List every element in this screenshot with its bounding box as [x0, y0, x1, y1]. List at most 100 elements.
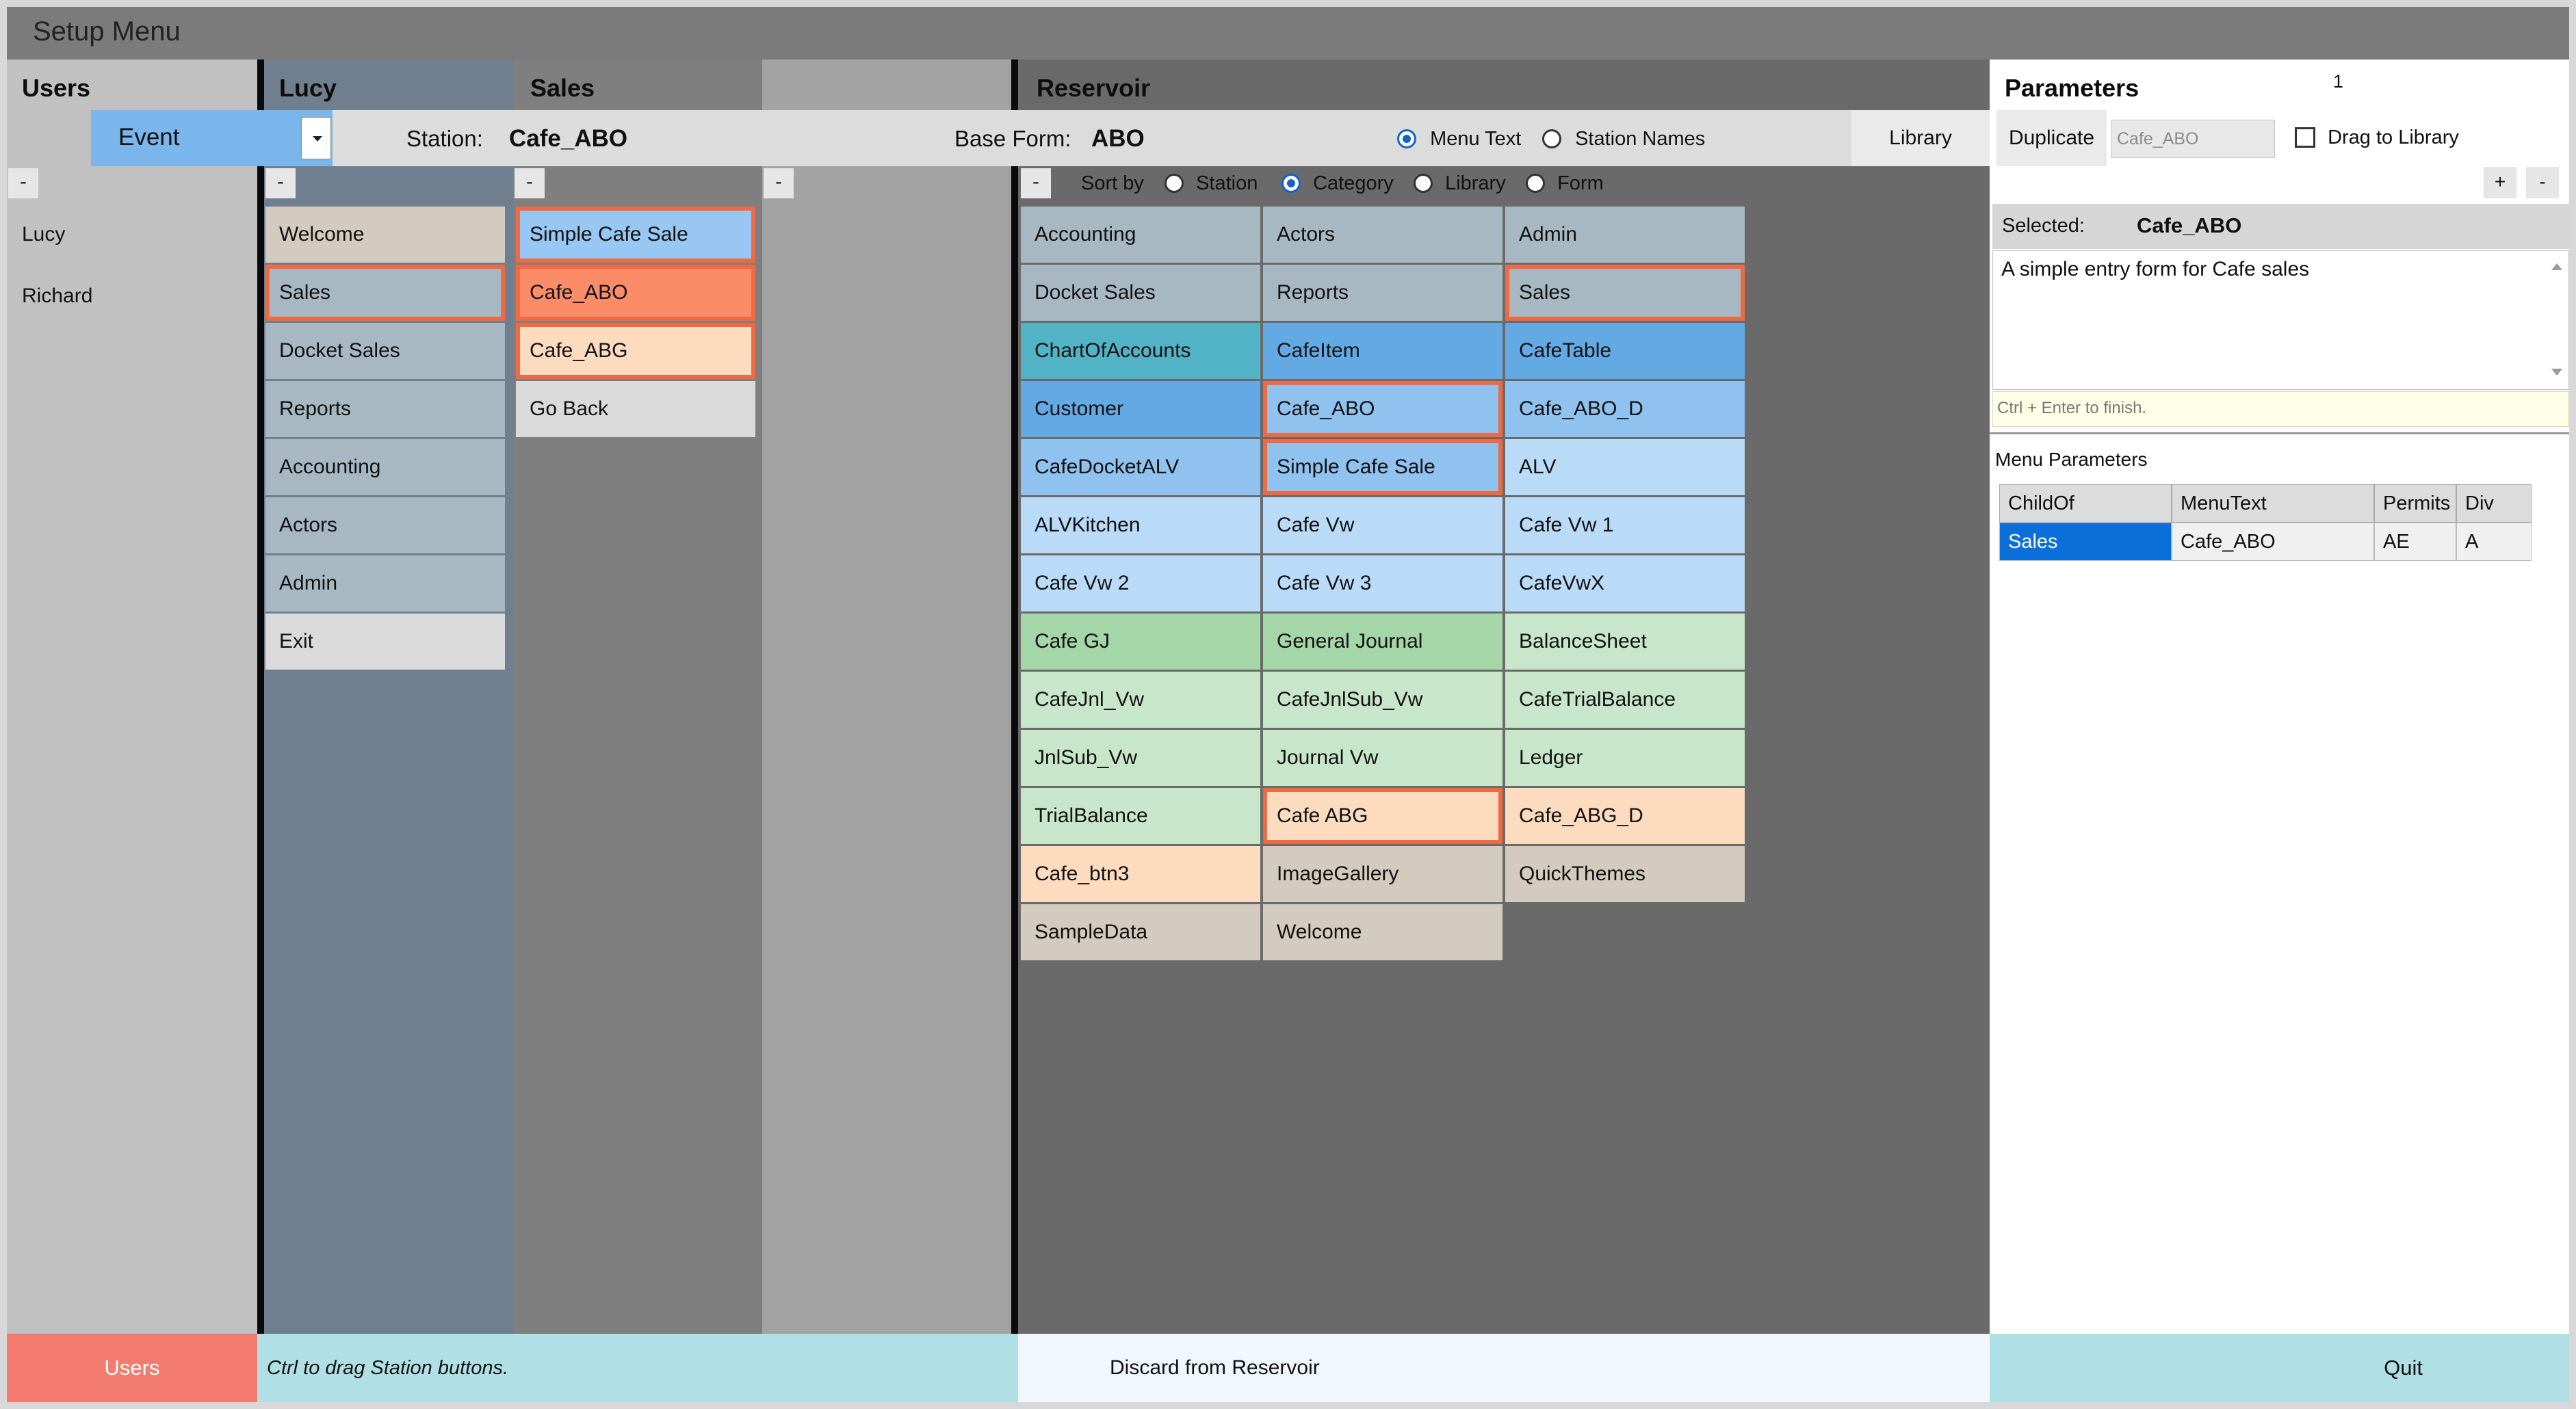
scroll-down-icon: [2551, 369, 2562, 376]
reservoir-item-cafe-abg[interactable]: Cafe ABG: [1263, 788, 1502, 844]
reservoir-item-jnlsub-vw[interactable]: JnlSub_Vw: [1021, 730, 1260, 786]
discard-from-reservoir-button[interactable]: Discard from Reservoir: [1018, 1334, 1990, 1402]
user-item-lucy[interactable]: Lucy: [22, 223, 66, 246]
sort-station[interactable]: Station: [1165, 172, 1258, 195]
reservoir-item-cafe-abo-d[interactable]: Cafe_ABO_D: [1505, 381, 1745, 437]
quit-button[interactable]: Quit: [1990, 1334, 2569, 1402]
reservoir-header: Reservoir: [1037, 74, 1151, 102]
lucy-menu-item-docket-sales[interactable]: Docket Sales: [265, 323, 505, 379]
event-select[interactable]: Event: [91, 110, 333, 166]
parameters-count: 1: [2333, 71, 2344, 92]
reservoir-item-quickthemes[interactable]: QuickThemes: [1505, 846, 1745, 902]
lucy-menu-item-reports[interactable]: Reports: [265, 381, 505, 437]
reservoir-item-chartofaccounts[interactable]: ChartOfAccounts: [1021, 323, 1260, 379]
sales-collapse-button[interactable]: -: [515, 168, 545, 198]
title-bar: Setup Menu: [7, 7, 2569, 60]
scroll-up-icon: [2551, 263, 2562, 270]
lucy-menu-item-actors[interactable]: Actors: [265, 497, 505, 553]
radio-station-names-label: Station Names: [1575, 127, 1706, 150]
sort-library[interactable]: Library: [1414, 172, 1506, 195]
duplicate-name-input[interactable]: Cafe_ABO: [2111, 120, 2275, 158]
reservoir-item-cafevwx[interactable]: CafeVwX: [1505, 555, 1745, 611]
reservoir-item-cafetable[interactable]: CafeTable: [1505, 323, 1745, 379]
reservoir-item-journal-vw[interactable]: Journal Vw: [1263, 730, 1502, 786]
duplicate-button[interactable]: Duplicate: [1996, 110, 2107, 166]
reservoir-item-cafe-abg-d[interactable]: Cafe_ABG_D: [1505, 788, 1745, 844]
add-button[interactable]: +: [2484, 167, 2516, 198]
reservoir-item-sales[interactable]: Sales: [1505, 265, 1745, 321]
remove-button[interactable]: -: [2526, 167, 2559, 198]
reservoir-item-cafetrialbalance[interactable]: CafeTrialBalance: [1505, 672, 1745, 728]
reservoir-item-balancesheet[interactable]: BalanceSheet: [1505, 614, 1745, 670]
reservoir-item-cafe-vw-2[interactable]: Cafe Vw 2: [1021, 555, 1260, 611]
reservoir-item-docket-sales[interactable]: Docket Sales: [1021, 265, 1260, 321]
reservoir-item-cafe-btn3[interactable]: Cafe_btn3: [1021, 846, 1260, 902]
users-button[interactable]: Users: [7, 1334, 257, 1402]
lucy-menu-item-welcome[interactable]: Welcome: [265, 207, 505, 263]
description-hint: Ctrl + Enter to finish.: [1992, 391, 2569, 427]
reservoir-item-cafe-abo[interactable]: Cafe_ABO: [1263, 381, 1502, 437]
reservoir-collapse-button[interactable]: -: [1021, 168, 1051, 198]
grid-header-div[interactable]: Div: [2456, 484, 2532, 523]
reservoir-item-trialbalance[interactable]: TrialBalance: [1021, 788, 1260, 844]
empty-collapse-button[interactable]: -: [764, 168, 794, 198]
reservoir-item-cafejnl-vw[interactable]: CafeJnl_Vw: [1021, 672, 1260, 728]
sort-category[interactable]: Category: [1282, 172, 1394, 195]
reservoir-item-cafedocketalv[interactable]: CafeDocketALV: [1021, 439, 1260, 495]
reservoir-item-cafe-vw[interactable]: Cafe Vw: [1263, 497, 1502, 553]
reservoir-item-accounting[interactable]: Accounting: [1021, 207, 1260, 263]
sort-form[interactable]: Form: [1526, 172, 1604, 195]
description-textarea[interactable]: A simple entry form for Cafe sales: [1992, 250, 2569, 390]
reservoir-item-ledger[interactable]: Ledger: [1505, 730, 1745, 786]
reservoir-item-actors[interactable]: Actors: [1263, 207, 1502, 263]
sort-library-label: Library: [1445, 172, 1506, 194]
sales-menu-item-simple-cafe-sale[interactable]: Simple Cafe Sale: [516, 207, 755, 263]
reservoir-item-customer[interactable]: Customer: [1021, 381, 1260, 437]
lucy-menu-item-admin[interactable]: Admin: [265, 555, 505, 611]
reservoir-item-imagegallery[interactable]: ImageGallery: [1263, 846, 1502, 902]
user-item-richard[interactable]: Richard: [22, 285, 93, 307]
lucy-menu-item-sales[interactable]: Sales: [265, 265, 505, 321]
radio-station-names[interactable]: Station Names: [1542, 127, 1705, 150]
radio-menu-text[interactable]: Menu Text: [1397, 127, 1521, 150]
reservoir-item-admin[interactable]: Admin: [1505, 207, 1745, 263]
checkbox-icon: [2295, 127, 2315, 148]
grid-header-menutext[interactable]: MenuText: [2172, 484, 2374, 523]
reservoir-item-cafeitem[interactable]: CafeItem: [1263, 323, 1502, 379]
reservoir-item-alv[interactable]: ALV: [1505, 439, 1745, 495]
radio-unselected-icon: [1542, 129, 1561, 149]
reservoir-item-cafe-vw-1[interactable]: Cafe Vw 1: [1505, 497, 1745, 553]
grid-cell-div[interactable]: A: [2456, 523, 2532, 561]
lucy-collapse-button[interactable]: -: [265, 168, 296, 198]
reservoir-item-alvkitchen[interactable]: ALVKitchen: [1021, 497, 1260, 553]
scrollbar[interactable]: [2549, 258, 2564, 381]
table-row[interactable]: Sales Cafe_ABO AE A: [1999, 523, 2541, 561]
reservoir-item-general-journal[interactable]: General Journal: [1263, 614, 1502, 670]
column-divider: [1011, 60, 1018, 1334]
sort-label: Sort by: [1081, 172, 1144, 194]
reservoir-item-cafe-vw-3[interactable]: Cafe Vw 3: [1263, 555, 1502, 611]
users-column: [7, 60, 257, 1334]
library-button[interactable]: Library: [1851, 110, 1990, 166]
sales-menu-item-go-back[interactable]: Go Back: [516, 381, 755, 437]
lucy-menu-item-accounting[interactable]: Accounting: [265, 439, 505, 495]
grid-header-permits[interactable]: Permits: [2374, 484, 2456, 523]
sales-menu-item-cafe-abo[interactable]: Cafe_ABO: [516, 265, 755, 321]
reservoir-item-cafejnlsub-vw[interactable]: CafeJnlSub_Vw: [1263, 672, 1502, 728]
reservoir-item-sampledata[interactable]: SampleData: [1021, 904, 1260, 960]
reservoir-item-welcome[interactable]: Welcome: [1263, 904, 1502, 960]
users-collapse-button[interactable]: -: [8, 168, 38, 198]
radio-unselected-icon: [1526, 174, 1545, 194]
grid-cell-permits[interactable]: AE: [2374, 523, 2456, 561]
grid-cell-childof[interactable]: Sales: [1999, 523, 2172, 561]
reservoir-item-cafe-gj[interactable]: Cafe GJ: [1021, 614, 1260, 670]
grid-header-childof[interactable]: ChildOf: [1999, 484, 2172, 523]
reservoir-item-simple-cafe-sale[interactable]: Simple Cafe Sale: [1263, 439, 1502, 495]
drag-to-library-checkbox[interactable]: Drag to Library: [2295, 126, 2459, 149]
lucy-menu-item-exit[interactable]: Exit: [265, 614, 505, 670]
radio-unselected-icon: [1165, 174, 1184, 194]
reservoir-item-reports[interactable]: Reports: [1263, 265, 1502, 321]
dropdown-button[interactable]: [301, 117, 331, 159]
grid-cell-menutext[interactable]: Cafe_ABO: [2172, 523, 2374, 561]
sales-menu-item-cafe-abg[interactable]: Cafe_ABG: [516, 323, 755, 379]
